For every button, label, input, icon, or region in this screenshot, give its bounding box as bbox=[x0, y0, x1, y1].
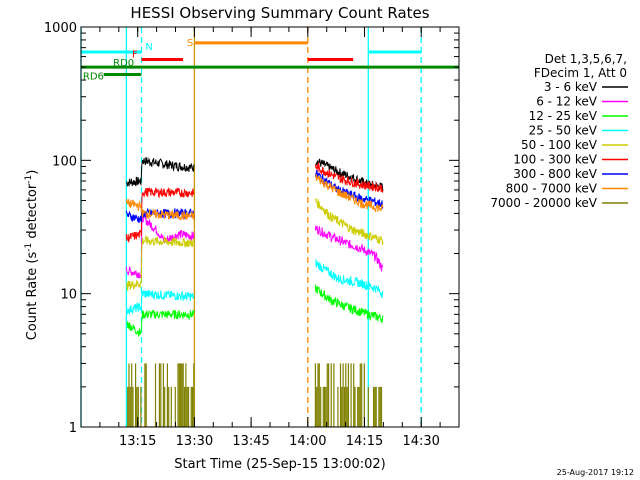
legend-header-line-2: FDecim 1, Att 0 bbox=[534, 66, 627, 80]
y-axis-label-main: Count Rate (s bbox=[25, 252, 40, 341]
flag-label-N: N bbox=[145, 42, 152, 53]
series-4-seg2-line bbox=[314, 198, 384, 245]
series-2-seg1-line bbox=[126, 309, 195, 337]
series-1-seg2-line bbox=[314, 224, 384, 273]
legend-label-1: 6 - 12 keV bbox=[536, 95, 598, 109]
legend-header-line-1: Det 1,3,5,6,7, bbox=[545, 52, 627, 66]
legend-label-5: 100 - 300 keV bbox=[513, 153, 597, 167]
legend-label-4: 50 - 100 keV bbox=[521, 138, 598, 152]
flag-label-F: F bbox=[132, 50, 138, 61]
series-7-seg1-line bbox=[125, 198, 195, 221]
y-tick-label: 1000 bbox=[44, 21, 77, 36]
series-4-seg1-line bbox=[126, 234, 195, 292]
series-7-seg2-line bbox=[314, 174, 384, 212]
legend-label-0: 3 - 6 keV bbox=[544, 80, 598, 94]
series-2-seg2-line bbox=[314, 284, 384, 323]
x-tick-label: 14:15 bbox=[346, 434, 383, 449]
series-5-seg1-line bbox=[125, 187, 195, 243]
chart-title: HESSI Observing Summary Count Rates bbox=[130, 4, 429, 22]
series-8-seg2-line bbox=[314, 363, 384, 427]
series-3-seg1-line bbox=[125, 289, 195, 315]
x-tick-label: 14:30 bbox=[402, 434, 439, 449]
plot-frame bbox=[80, 26, 460, 428]
x-tick-label: 14:00 bbox=[289, 434, 326, 449]
y-tick-label: 100 bbox=[52, 154, 77, 169]
x-axis-label: Start Time (25-Sep-15 13:00:02) bbox=[174, 457, 385, 472]
series-1-seg1-line bbox=[125, 212, 195, 279]
flag-label-S: S bbox=[187, 38, 193, 49]
y-axis-label-sup2: -1 bbox=[24, 175, 34, 184]
series-3-seg2-line bbox=[314, 259, 384, 298]
y-tick-label: 10 bbox=[60, 288, 77, 303]
x-tick-label: 13:30 bbox=[176, 434, 213, 449]
footer-date: 25-Aug-2017 19:12 bbox=[557, 468, 634, 477]
series-8-seg1-line bbox=[125, 363, 195, 427]
flag-label-RD6: RD6 bbox=[83, 72, 104, 83]
series-0-seg1-line bbox=[125, 157, 195, 187]
y-axis-label-mid: detector bbox=[25, 183, 40, 243]
legend-label-6: 300 - 800 keV bbox=[513, 167, 597, 181]
series-6-seg1-line bbox=[125, 207, 195, 224]
flag-label-RD0: RD0 bbox=[113, 58, 134, 69]
y-axis-label: Count Rate (s-1 detector-1) bbox=[24, 170, 40, 341]
legend-label-2: 12 - 25 keV bbox=[529, 109, 598, 123]
plot-area: NF S RD0 RD6 1 10 100 1000 13:15 13:30 13:45 14:00 1… bbox=[44, 21, 460, 449]
x-tick-label: 13:45 bbox=[232, 434, 269, 449]
y-tick-label: 1 bbox=[69, 421, 77, 436]
legend-label-7: 800 - 7000 keV bbox=[506, 182, 598, 196]
legend-label-3: 25 - 50 keV bbox=[529, 124, 598, 138]
x-tick-label: 13:15 bbox=[119, 434, 156, 449]
legend: Det 1,3,5,6,7, FDecim 1, Att 0 3 - 6 keV… bbox=[490, 52, 628, 210]
y-axis-label-sup1: -1 bbox=[24, 243, 34, 252]
legend-label-8: 7000 - 20000 keV bbox=[490, 196, 597, 210]
y-axis-label-end: ) bbox=[25, 170, 40, 175]
series-5-seg2-line bbox=[314, 161, 384, 193]
